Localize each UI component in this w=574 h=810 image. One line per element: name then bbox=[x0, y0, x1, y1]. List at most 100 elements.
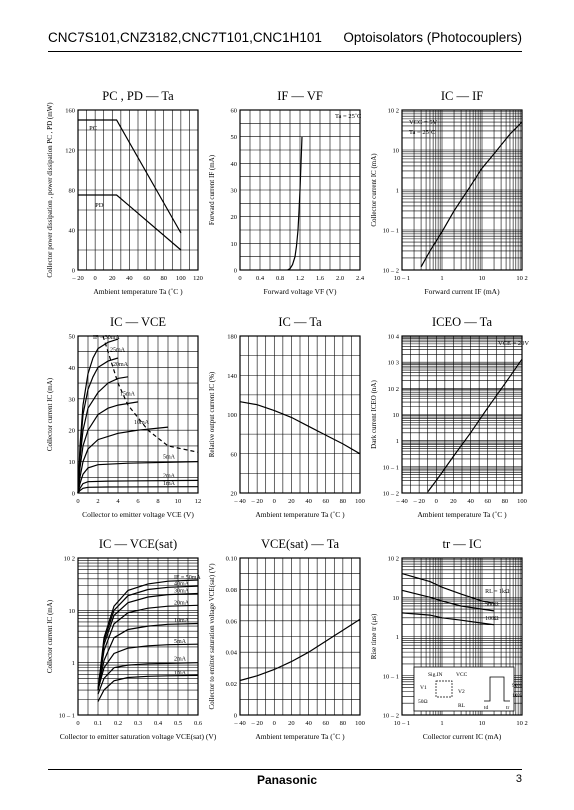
curve-label: 500Ω bbox=[485, 602, 499, 608]
y-tick-label: 20 bbox=[69, 428, 76, 435]
x-tick-label: 0.1 bbox=[94, 720, 102, 727]
y-tick-label: 140 bbox=[227, 373, 237, 380]
inset-label: tr bbox=[506, 705, 510, 711]
y-tick-label: 10 – 1 bbox=[383, 464, 399, 471]
plot-frame bbox=[77, 557, 199, 716]
y-tick-label: 0.06 bbox=[226, 618, 238, 625]
series-line bbox=[77, 426, 169, 494]
test-circuit-inset: Sig.IN VCC V1 V2 50Ω RL 90% 10%tr td bbox=[413, 666, 523, 712]
series-line bbox=[427, 358, 523, 493]
x-tick-label: 0.6 bbox=[194, 720, 203, 727]
series-line bbox=[77, 461, 199, 494]
y-tick-label: 30 bbox=[69, 396, 76, 403]
inset-label: 90% bbox=[512, 683, 523, 689]
inset-label: td bbox=[484, 705, 489, 711]
y-tick-label: 0 bbox=[72, 491, 75, 498]
series-line bbox=[420, 121, 523, 268]
y-tick-label: 10 – 1 bbox=[383, 228, 399, 235]
y-tick-label: 0.08 bbox=[226, 587, 237, 594]
y-axis-label: Forward current IF (mA) bbox=[208, 154, 216, 225]
series-line bbox=[97, 662, 199, 695]
curve-label: 30mA bbox=[174, 588, 190, 594]
plot-frame bbox=[77, 109, 199, 271]
x-tick-label: 0.5 bbox=[174, 720, 182, 727]
curve-label: 20mA bbox=[174, 600, 190, 606]
y-tick-label: 50 bbox=[69, 334, 76, 341]
curve-label: 2mA bbox=[174, 657, 187, 663]
y-tick-label: 0 bbox=[234, 268, 237, 275]
header-part-numbers: CNC7S101,CNZ3182,CNC7T101,CNC1H101 bbox=[48, 30, 322, 45]
y-tick-label: 10 2 bbox=[388, 556, 399, 563]
x-tick-label: 8 bbox=[156, 498, 159, 505]
series-line bbox=[97, 592, 199, 691]
curve-label: 25mA bbox=[110, 348, 126, 354]
y-axis-label: Collector power dissipation , power diss… bbox=[46, 102, 54, 278]
series-line bbox=[77, 486, 199, 494]
y-tick-label: 0.10 bbox=[226, 556, 237, 563]
y-tick-label: 80 bbox=[69, 188, 76, 195]
curve-label: IF = 50mA bbox=[174, 575, 201, 581]
x-tick-label: 10 2 bbox=[516, 275, 527, 282]
x-tick-label: 120 bbox=[193, 275, 203, 282]
x-axis-label: Collector current IC (mA) bbox=[423, 732, 502, 741]
x-tick-label: – 40 bbox=[395, 498, 407, 505]
x-tick-label: 10 2 bbox=[516, 720, 527, 727]
y-tick-label: 1 bbox=[396, 634, 399, 641]
y-tick-label: 10 bbox=[69, 608, 76, 615]
y-tick-label: 10 – 2 bbox=[383, 268, 399, 275]
grid bbox=[77, 109, 199, 271]
y-tick-label: 10 – 2 bbox=[383, 713, 399, 720]
chart-title: IC — Ta bbox=[278, 315, 322, 329]
footer-brand: Panasonic bbox=[256, 773, 318, 787]
x-tick-label: 0 bbox=[76, 720, 79, 727]
chart-ic-vce: IC — VCE 0 2 4 6 8 10 12 0 10 20 30 40 50 Collector to… bbox=[46, 315, 201, 519]
plot-frame bbox=[77, 335, 199, 494]
x-tick-label: 0.3 bbox=[134, 720, 142, 727]
x-tick-label: 0 bbox=[273, 720, 276, 727]
x-tick-label: 1 bbox=[440, 275, 443, 282]
annotation: Ta = 25˚C bbox=[409, 129, 435, 136]
series-line bbox=[77, 479, 199, 494]
x-tick-label: 80 bbox=[340, 720, 347, 727]
x-tick-label: 100 bbox=[517, 498, 527, 505]
y-tick-label: 10 – 1 bbox=[59, 713, 75, 720]
x-tick-label: 0.4 bbox=[154, 720, 163, 727]
x-tick-label: 2 bbox=[96, 498, 99, 505]
series-line bbox=[401, 573, 495, 604]
curve-label: 10mA bbox=[174, 618, 190, 624]
x-tick-label: – 20 bbox=[250, 498, 262, 505]
x-tick-label: 80 bbox=[502, 498, 509, 505]
chart-title: IC — VCE(sat) bbox=[99, 537, 177, 551]
curve-label: 100Ω bbox=[485, 616, 499, 622]
y-tick-label: 180 bbox=[227, 334, 237, 341]
y-tick-label: 10 3 bbox=[388, 360, 399, 367]
x-axis-label: Ambient temperature Ta (˚C ) bbox=[255, 732, 345, 741]
chart-pc-pd-ta: PC , PD — Ta– 20 0 20 40 60 80 100 120040801201… bbox=[46, 89, 203, 296]
grid bbox=[239, 557, 361, 716]
grid bbox=[77, 335, 199, 494]
x-tick-label: 0 bbox=[238, 275, 241, 282]
inset-label: V2 bbox=[458, 689, 465, 695]
x-axis-label: Collector to emitter saturation voltage … bbox=[60, 732, 217, 741]
chart-iceo-ta: ICEO — Ta – 40 – 20 0 20 40 60 80 100 10 – 2 10 – … bbox=[370, 315, 529, 519]
series-line bbox=[97, 579, 199, 691]
x-tick-label: 80 bbox=[340, 498, 347, 505]
series-line bbox=[401, 589, 495, 612]
chart-title: VCE(sat) — Ta bbox=[261, 537, 339, 551]
plot-frame bbox=[239, 109, 361, 271]
y-tick-label: 1 bbox=[396, 438, 399, 445]
x-tick-label: 1.2 bbox=[296, 275, 304, 282]
y-tick-label: 20 bbox=[231, 491, 238, 498]
inset-label: Sig.IN bbox=[428, 672, 443, 678]
x-tick-label: 60 bbox=[484, 498, 491, 505]
x-tick-label: 10 – 1 bbox=[394, 720, 410, 727]
x-tick-label: 2.4 bbox=[356, 275, 365, 282]
series-line bbox=[239, 618, 361, 682]
series-line bbox=[97, 604, 199, 691]
y-tick-label: 10 bbox=[231, 241, 238, 248]
series-line bbox=[97, 674, 199, 702]
y-axis-label: Relative output current IC (%) bbox=[208, 371, 216, 457]
grid bbox=[239, 335, 361, 494]
